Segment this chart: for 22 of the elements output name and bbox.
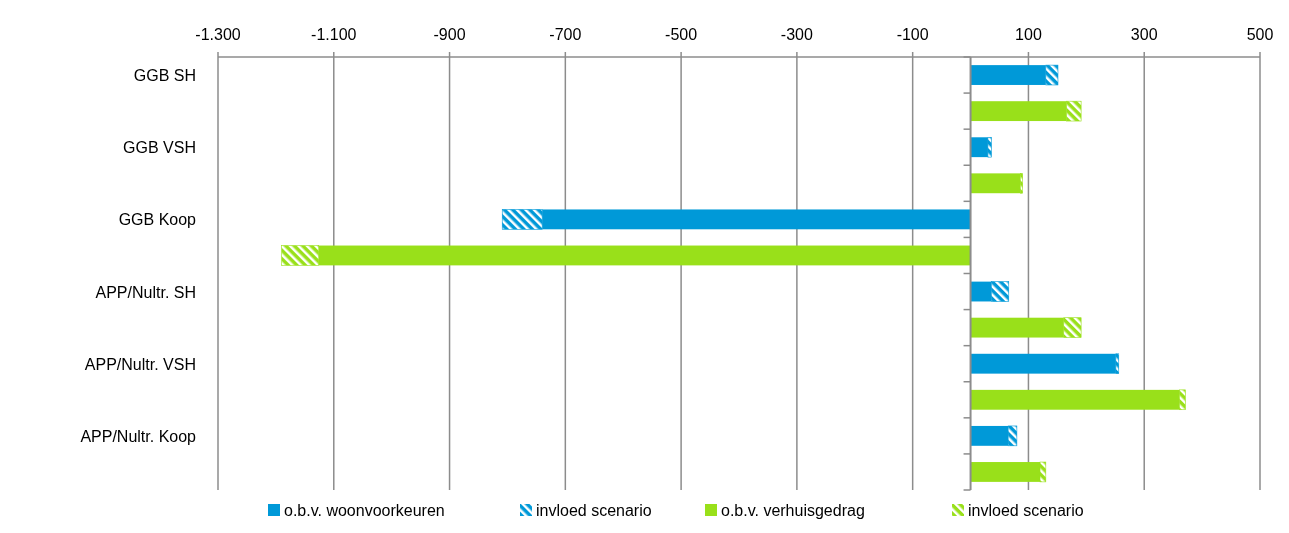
x-tick-label: -1.100: [311, 26, 357, 43]
legend-label: invloed scenario: [968, 502, 1084, 519]
x-tick-label: 100: [1015, 26, 1042, 43]
y-tick-label: GGB Koop: [118, 211, 197, 229]
bar: [970, 353, 1116, 374]
x-tick-label: 300: [1130, 26, 1158, 43]
bar: [970, 173, 1021, 194]
x-tick-label: -100: [896, 26, 929, 43]
y-tick-label: GGB SH: [133, 67, 196, 85]
y-tick-label: GGB VSH: [123, 139, 196, 157]
x-tick-label: -1.300: [195, 26, 241, 43]
y-tick-label: APP/Nultr. SH: [95, 283, 196, 301]
x-tick-label: -900: [433, 26, 466, 43]
legend-label: o.b.v. verhuisgedrag: [721, 502, 865, 519]
x-tick-label: -300: [780, 26, 813, 43]
x-tick-label: -500: [665, 26, 698, 43]
legend-label: invloed scenario: [536, 502, 652, 519]
x-tick-label: -700: [549, 26, 582, 43]
y-tick-label: APP/Nultr. VSH: [84, 355, 196, 373]
legend-label: o.b.v. woonvoorkeuren: [284, 502, 445, 519]
x-tick-label: 500: [1246, 26, 1274, 43]
y-tick-label: APP/Nultr. Koop: [80, 427, 197, 445]
